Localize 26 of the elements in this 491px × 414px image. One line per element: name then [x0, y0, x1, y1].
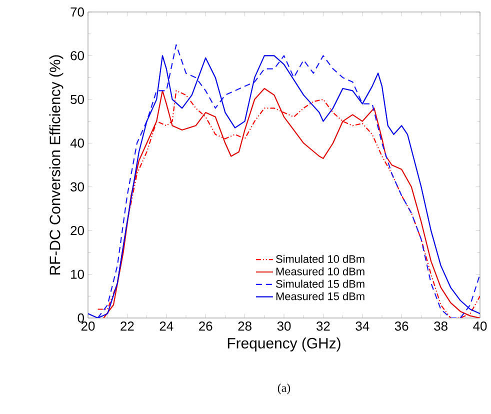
- x-tick-label: 28: [238, 322, 252, 331]
- y-tick-label: 20: [70, 226, 84, 236]
- x-tick-label: 36: [394, 322, 408, 331]
- y-axis-title: RF-DC Conversion Efficiency (%): [49, 55, 64, 275]
- x-tick-label: 24: [160, 322, 174, 331]
- text: (a): [278, 384, 290, 394]
- y-tick-label: 50: [70, 94, 84, 104]
- x-tick-label: 38: [434, 322, 448, 331]
- x-tick-label: 22: [120, 322, 134, 331]
- y-tick-label: 0: [78, 313, 84, 323]
- legend-label: Simulated 10 dBm: [276, 254, 364, 263]
- y-tick-label: 70: [70, 7, 84, 17]
- x-tick-label: 30: [277, 322, 291, 331]
- x-tick-label: 26: [199, 322, 212, 331]
- legend-label: Measured 10 dBm: [276, 267, 364, 276]
- x-axis-title: Frequency (GHz): [228, 338, 340, 352]
- y-tick-label: 40: [70, 138, 84, 148]
- y-tick-label: 30: [70, 182, 84, 192]
- x-tick-label: 34: [356, 322, 370, 331]
- x-tick-label: 40: [473, 322, 487, 331]
- y-tick-label: 60: [70, 51, 84, 60]
- x-tick-label: 20: [81, 322, 95, 331]
- legend-label: Simulated 15 dBm: [276, 280, 364, 288]
- y-tick-label: 10: [71, 270, 84, 279]
- x-tick-label: 32: [316, 322, 330, 331]
- legend-label: Measured 15 dBm: [276, 292, 364, 300]
